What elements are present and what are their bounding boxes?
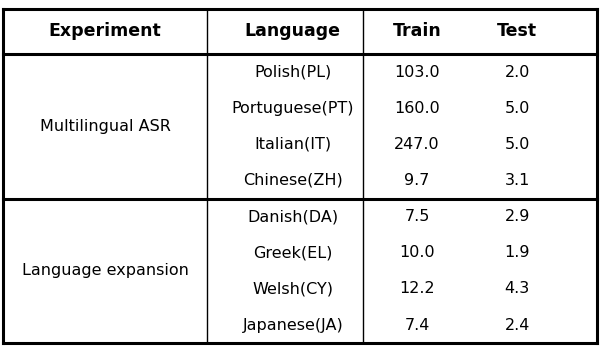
- Text: 160.0: 160.0: [394, 101, 440, 116]
- Text: Welsh(CY): Welsh(CY): [253, 282, 334, 296]
- Text: 2.9: 2.9: [505, 209, 530, 224]
- Text: 5.0: 5.0: [505, 137, 530, 152]
- Text: 5.0: 5.0: [505, 101, 530, 116]
- Text: Portuguese(PT): Portuguese(PT): [232, 101, 354, 116]
- Text: 7.4: 7.4: [404, 318, 430, 333]
- Text: Train: Train: [392, 23, 442, 40]
- Text: Language: Language: [245, 23, 341, 40]
- Text: Japanese(JA): Japanese(JA): [242, 318, 343, 333]
- Text: 10.0: 10.0: [399, 245, 435, 260]
- Text: Chinese(ZH): Chinese(ZH): [243, 173, 343, 188]
- Text: Test: Test: [497, 23, 537, 40]
- Text: Language expansion: Language expansion: [22, 263, 188, 278]
- Text: Polish(PL): Polish(PL): [254, 64, 331, 80]
- Text: 3.1: 3.1: [505, 173, 530, 188]
- Text: 2.4: 2.4: [505, 318, 530, 333]
- Text: Experiment: Experiment: [49, 23, 161, 40]
- Text: 2.0: 2.0: [505, 64, 530, 80]
- Text: Danish(DA): Danish(DA): [247, 209, 338, 224]
- Text: 7.5: 7.5: [404, 209, 430, 224]
- Text: Greek(EL): Greek(EL): [253, 245, 332, 260]
- Text: 247.0: 247.0: [394, 137, 440, 152]
- Text: 4.3: 4.3: [505, 282, 530, 296]
- Text: 12.2: 12.2: [399, 282, 435, 296]
- Text: Italian(IT): Italian(IT): [254, 137, 331, 152]
- Text: 9.7: 9.7: [404, 173, 430, 188]
- Text: 103.0: 103.0: [394, 64, 440, 80]
- Text: 1.9: 1.9: [505, 245, 530, 260]
- Text: Multilingual ASR: Multilingual ASR: [40, 119, 170, 134]
